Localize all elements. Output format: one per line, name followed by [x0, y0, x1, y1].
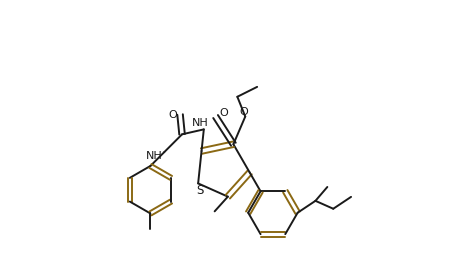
- Text: O: O: [239, 107, 248, 117]
- Text: S: S: [197, 184, 204, 197]
- Text: O: O: [219, 108, 228, 118]
- Text: O: O: [169, 109, 177, 120]
- Text: NH: NH: [146, 151, 163, 161]
- Text: NH: NH: [191, 118, 208, 128]
